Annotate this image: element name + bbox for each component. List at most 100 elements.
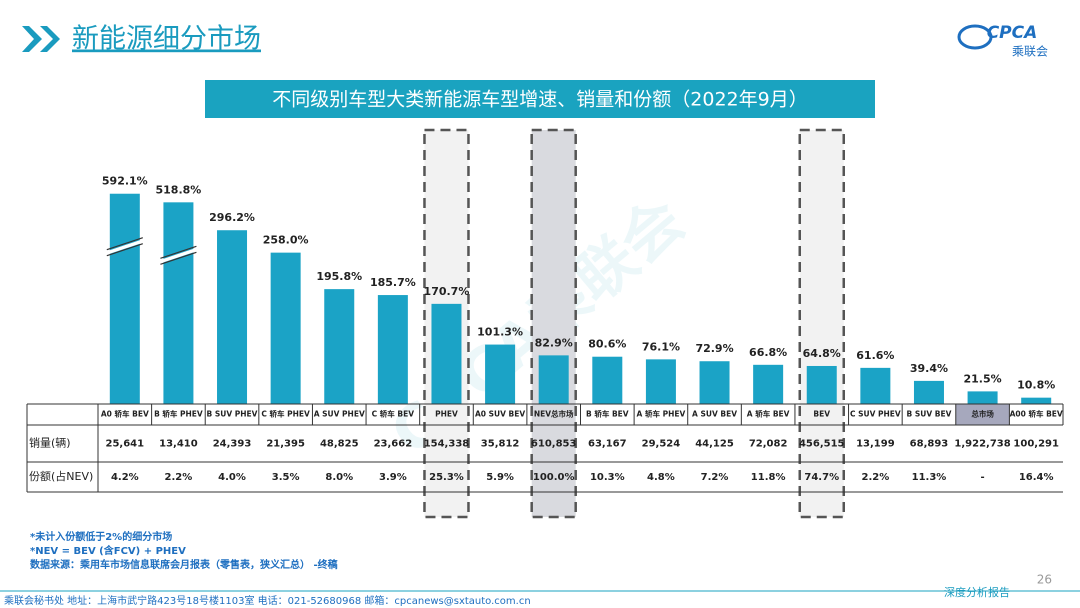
bar bbox=[431, 303, 462, 404]
value-label: 80.6% bbox=[588, 338, 626, 351]
tagline: 深度分析报告 bbox=[944, 585, 1010, 599]
value-label: 82.9% bbox=[535, 336, 573, 349]
category-label: B SUV BEV bbox=[907, 410, 952, 419]
header-icon bbox=[22, 26, 60, 52]
table-cell: 13,199 bbox=[856, 439, 895, 450]
table-cell: 25.3% bbox=[429, 472, 464, 483]
value-label: 592.1% bbox=[102, 175, 148, 188]
value-label: 61.6% bbox=[856, 349, 894, 362]
category-label: A 轿车 PHEV bbox=[637, 409, 686, 419]
bar bbox=[913, 380, 944, 404]
bar bbox=[806, 365, 837, 404]
bar bbox=[485, 344, 516, 404]
bar bbox=[1021, 397, 1052, 404]
table-cell: 4.2% bbox=[111, 472, 139, 483]
footer-text: 乘联会秘书处 地址：上海市武宁路423号18号楼1103室 电话：021-526… bbox=[4, 594, 531, 607]
chart-title-box bbox=[205, 80, 875, 118]
table-cell: 21,395 bbox=[266, 439, 305, 450]
axis-break bbox=[106, 237, 143, 257]
value-label: 518.8% bbox=[156, 183, 202, 196]
table-cell: 74.7% bbox=[804, 472, 839, 483]
category-label: B 轿车 BEV bbox=[586, 409, 629, 419]
table-cell: 63,167 bbox=[588, 439, 627, 450]
page-number: 26 bbox=[1037, 573, 1052, 587]
table-cell: 3.9% bbox=[379, 472, 407, 483]
page-title: 新能源细分市场 bbox=[72, 24, 261, 55]
footnote: *未计入份额低于2%的细分市场 bbox=[30, 530, 172, 543]
table-cell: 2.2% bbox=[861, 472, 889, 483]
bar bbox=[270, 252, 301, 404]
category-label: A0 轿车 BEV bbox=[101, 409, 149, 419]
table-cell: 48,825 bbox=[320, 439, 359, 450]
table-cell: 16.4% bbox=[1019, 472, 1054, 483]
bar bbox=[109, 193, 140, 404]
value-label: 296.2% bbox=[209, 211, 255, 224]
table-cell: 456,515 bbox=[799, 439, 845, 450]
value-label: 39.4% bbox=[910, 362, 948, 375]
value-label: 66.8% bbox=[749, 346, 787, 359]
bar bbox=[377, 295, 408, 404]
value-label: 185.7% bbox=[370, 276, 416, 289]
category-label: PHEV bbox=[435, 410, 458, 419]
bar bbox=[967, 391, 998, 404]
bar bbox=[538, 355, 569, 404]
table-cell: 24,393 bbox=[213, 439, 252, 450]
table-cell: 7.2% bbox=[701, 472, 729, 483]
bar bbox=[699, 361, 730, 404]
category-label: B 轿车 PHEV bbox=[154, 409, 203, 419]
category-label: A SUV PHEV bbox=[314, 410, 365, 419]
value-label: 10.8% bbox=[1017, 379, 1055, 392]
category-label: A 轿车 BEV bbox=[747, 409, 790, 419]
chart-title: 不同级别车型大类新能源车型增速、销量和份额（2022年9月） bbox=[272, 89, 807, 111]
bar bbox=[645, 359, 676, 404]
axis-break-gap bbox=[106, 239, 143, 255]
table-cell: 100,291 bbox=[1013, 439, 1059, 450]
bar bbox=[163, 202, 194, 404]
value-label: 72.9% bbox=[695, 342, 733, 355]
table-cell: 23,662 bbox=[374, 439, 413, 450]
table-cell: 4.0% bbox=[218, 472, 246, 483]
table-cell: 68,893 bbox=[910, 439, 949, 450]
highlight-box bbox=[530, 128, 577, 519]
category-label: NEV总市场 bbox=[534, 409, 574, 419]
category-label: C SUV PHEV bbox=[850, 410, 901, 419]
axis-break bbox=[160, 245, 197, 265]
table-cell: 610,853 bbox=[531, 439, 577, 450]
category-label: BEV bbox=[813, 410, 830, 419]
bar bbox=[860, 367, 891, 404]
value-label: 21.5% bbox=[963, 372, 1001, 385]
table-cell: 100.0% bbox=[533, 472, 575, 483]
table-cell: 154,338 bbox=[424, 439, 470, 450]
table-cell: 11.3% bbox=[912, 472, 947, 483]
table-cell: 3.5% bbox=[272, 472, 300, 483]
header-shade bbox=[955, 404, 1010, 425]
footnote: 数据来源：乘用车市场信息联席会月报表（零售表，狭义汇总） -终稿 bbox=[30, 558, 338, 571]
value-label: 170.7% bbox=[424, 285, 470, 298]
category-label: A00 轿车 BEV bbox=[1010, 409, 1063, 419]
value-label: 64.8% bbox=[803, 347, 841, 360]
category-label: A0 SUV BEV bbox=[475, 410, 525, 419]
axis-break-gap bbox=[160, 247, 197, 264]
footnote: *NEV = BEV (含FCV) + PHEV bbox=[30, 544, 186, 557]
table-cell: 2.2% bbox=[165, 472, 193, 483]
highlight-box bbox=[798, 128, 845, 519]
table-cell: - bbox=[981, 472, 985, 483]
table-cell: 4.8% bbox=[647, 472, 675, 483]
table-cell: 35,812 bbox=[481, 439, 520, 450]
table-cell: 8.0% bbox=[325, 472, 353, 483]
value-label: 258.0% bbox=[263, 234, 309, 247]
bar bbox=[753, 364, 784, 404]
category-label: C 轿车 BEV bbox=[372, 409, 415, 419]
category-label: C 轿车 PHEV bbox=[261, 409, 310, 419]
table-cell: 72,082 bbox=[749, 439, 788, 450]
logo: CPCA 乘联会 bbox=[957, 23, 1048, 59]
value-label: 195.8% bbox=[316, 270, 362, 283]
bar bbox=[217, 230, 248, 404]
bar bbox=[592, 356, 623, 404]
row-label: 销量(辆) bbox=[29, 436, 71, 450]
table-cell: 44,125 bbox=[695, 439, 734, 450]
value-label: 101.3% bbox=[477, 326, 523, 339]
table-cell: 5.9% bbox=[486, 472, 514, 483]
table-cell: 25,641 bbox=[106, 439, 145, 450]
